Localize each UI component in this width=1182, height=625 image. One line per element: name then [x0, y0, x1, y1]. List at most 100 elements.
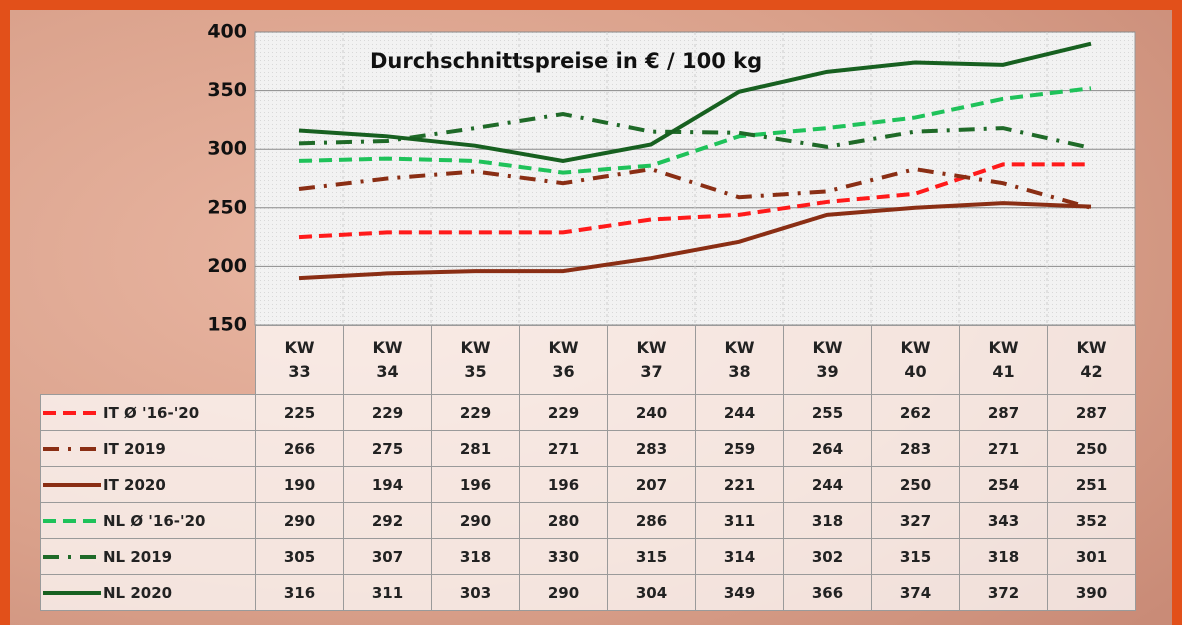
- value-cell: 240: [607, 394, 696, 431]
- legend-entry: IT Ø '16-'20: [40, 394, 256, 431]
- series-line: [298, 162, 1091, 240]
- value-cell: 229: [519, 394, 608, 431]
- category-label: KW 35: [431, 325, 520, 395]
- value-cell: 251: [1047, 466, 1136, 503]
- value-cell: 287: [959, 394, 1048, 431]
- value-cell: 266: [255, 430, 344, 467]
- value-cell: 314: [695, 538, 784, 575]
- value-cell: 225: [255, 394, 344, 431]
- value-cell: 305: [255, 538, 344, 575]
- series-row: NL 2020 316 311 303 290 304 349 366 374 372 390: [40, 574, 1136, 611]
- value-cell: 290: [519, 574, 608, 611]
- value-cell: 366: [783, 574, 872, 611]
- category-label: KW 34: [343, 325, 432, 395]
- y-tick-label: 350: [207, 79, 247, 101]
- value-cell: 318: [783, 502, 872, 539]
- value-cell: 304: [607, 574, 696, 611]
- value-cell: 311: [343, 574, 432, 611]
- category-label: KW 36: [519, 325, 608, 395]
- value-cell: 271: [519, 430, 608, 467]
- series-row: IT Ø '16-'20 225 229 229 229 240 244 255 262 287 2…: [40, 394, 1136, 431]
- y-tick-label: 250: [207, 196, 247, 218]
- legend-label: NL 2019: [103, 547, 173, 566]
- value-cell: 318: [431, 538, 520, 575]
- value-cell: 229: [343, 394, 432, 431]
- category-label: KW 33: [255, 325, 344, 395]
- value-cell: 221: [695, 466, 784, 503]
- legend-label: NL Ø '16-'20: [103, 511, 206, 530]
- value-cell: 271: [959, 430, 1048, 467]
- value-cell: 283: [871, 430, 960, 467]
- legend-swatch: [43, 519, 101, 523]
- series-line: [298, 86, 1092, 175]
- category-label: KW 40: [871, 325, 960, 395]
- value-cell: 250: [871, 466, 960, 503]
- category-label: KW 41: [959, 325, 1048, 395]
- value-cell: 254: [959, 466, 1048, 503]
- y-tick-label: 200: [207, 255, 247, 277]
- value-cell: 264: [783, 430, 872, 467]
- value-cell: 301: [1047, 538, 1136, 575]
- y-tick-label: 300: [207, 138, 247, 160]
- value-cell: 262: [871, 394, 960, 431]
- value-cell: 244: [695, 394, 784, 431]
- value-cell: 275: [343, 430, 432, 467]
- value-cell: 343: [959, 502, 1048, 539]
- legend-entry: IT 2019: [40, 430, 256, 467]
- value-cell: 259: [695, 430, 784, 467]
- chart-title: Durchschnittspreise in € / 100 kg: [370, 49, 762, 73]
- value-cell: 352: [1047, 502, 1136, 539]
- value-cell: 302: [783, 538, 872, 575]
- value-cell: 349: [695, 574, 784, 611]
- value-cell: 255: [783, 394, 872, 431]
- legend-swatch: [43, 591, 101, 595]
- series-row: NL 2019 305 307 318 330 315 314 302 315 318 301: [40, 538, 1136, 575]
- category-label: KW 37: [607, 325, 696, 395]
- legend-swatch: [43, 411, 101, 415]
- value-cell: 281: [431, 430, 520, 467]
- legend-label: NL 2020: [103, 583, 173, 602]
- legend-swatch: [43, 447, 101, 451]
- header-row: KW 33 KW 34 KW 35 KW 36 KW 37 KW 38 KW 39 KW 40…: [41, 325, 1136, 395]
- value-cell: 307: [343, 538, 432, 575]
- value-cell: 390: [1047, 574, 1136, 611]
- legend-entry: IT 2020: [40, 466, 256, 503]
- series-line: [298, 167, 1092, 210]
- y-tick-label: 400: [207, 21, 247, 43]
- data-table: KW 33 KW 34 KW 35 KW 36 KW 37 KW 38 KW 39 KW 40…: [40, 325, 1136, 611]
- y-tick-label: 150: [207, 314, 247, 336]
- value-cell: 303: [431, 574, 520, 611]
- value-cell: 330: [519, 538, 608, 575]
- value-cell: 318: [959, 538, 1048, 575]
- corner: [41, 326, 256, 395]
- value-cell: 190: [255, 466, 344, 503]
- legend-swatch: [43, 555, 101, 559]
- category-label: KW 42: [1047, 325, 1136, 395]
- value-cell: 292: [343, 502, 432, 539]
- series-row: NL Ø '16-'20 290 292 290 280 286 311 318 327 343 3…: [40, 502, 1136, 539]
- value-cell: 229: [431, 394, 520, 431]
- value-cell: 286: [607, 502, 696, 539]
- series-line: [298, 41, 1092, 163]
- value-cell: 327: [871, 502, 960, 539]
- value-cell: 374: [871, 574, 960, 611]
- value-cell: 244: [783, 466, 872, 503]
- value-cell: 372: [959, 574, 1048, 611]
- value-cell: 287: [1047, 394, 1136, 431]
- value-cell: 290: [255, 502, 344, 539]
- value-cell: 316: [255, 574, 344, 611]
- value-cell: 250: [1047, 430, 1136, 467]
- value-cell: 315: [607, 538, 696, 575]
- legend-label: IT 2019: [103, 439, 166, 458]
- series-line: [298, 112, 1092, 150]
- value-cell: 283: [607, 430, 696, 467]
- value-cell: 196: [519, 466, 608, 503]
- legend-label: IT Ø '16-'20: [103, 403, 200, 422]
- series-line: [298, 201, 1092, 281]
- legend-swatch: [43, 483, 101, 487]
- value-cell: 207: [607, 466, 696, 503]
- category-label: KW 39: [783, 325, 872, 395]
- legend-label: IT 2020: [103, 475, 166, 494]
